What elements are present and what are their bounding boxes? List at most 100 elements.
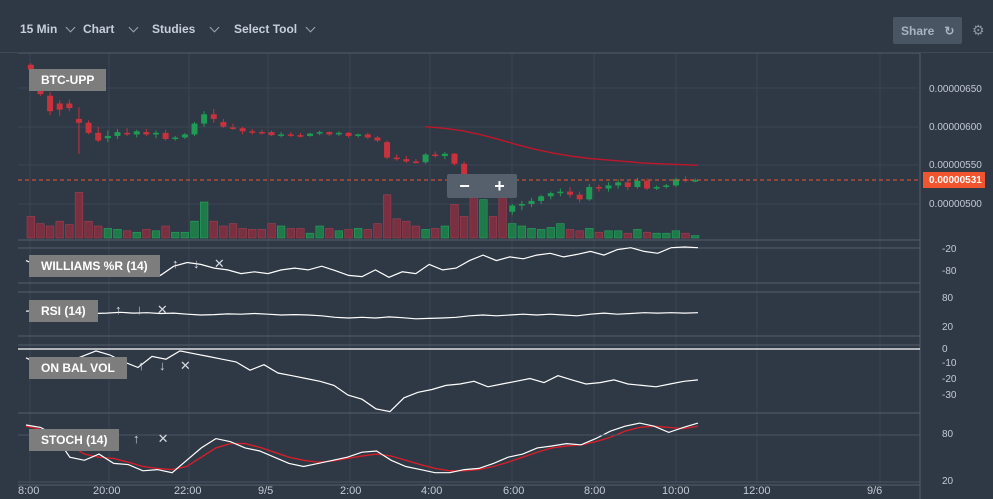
candle — [615, 182, 622, 186]
volume-bar — [614, 230, 623, 239]
zoom-out-icon[interactable]: − — [459, 175, 470, 196]
candle — [567, 191, 574, 195]
candle — [27, 64, 34, 70]
move-up-icon[interactable]: ↑ — [172, 256, 179, 271]
candle — [432, 154, 439, 157]
stoch-tick: 80 — [942, 429, 954, 440]
candle — [191, 123, 198, 135]
candle — [624, 182, 631, 187]
studies-menu[interactable]: Studies — [152, 22, 220, 36]
volume-bar — [161, 225, 170, 239]
candle — [316, 132, 323, 134]
move-up-icon[interactable]: ↑ — [115, 302, 122, 317]
time-tick: 20:00 — [93, 485, 121, 497]
close-icon[interactable]: ✕ — [157, 431, 169, 446]
volume-bar — [469, 192, 478, 239]
obv-line — [25, 350, 699, 413]
stoch-pane-label[interactable]: STOCH (14) — [29, 429, 120, 451]
candle — [124, 132, 131, 135]
time-tick: 12:00 — [743, 485, 771, 497]
candle — [287, 134, 294, 136]
chevron-down-icon — [305, 22, 316, 32]
rsi-pane-label[interactable]: RSI (14) — [29, 300, 98, 322]
candle — [75, 118, 82, 123]
candle — [441, 153, 448, 157]
move-down-icon[interactable]: ↓ — [135, 302, 143, 317]
time-tick: 4:00 — [421, 485, 443, 497]
candle — [605, 185, 612, 189]
volume-bar — [527, 228, 536, 239]
candle — [133, 131, 140, 135]
chart-menu-label: Chart — [83, 22, 115, 36]
volume-bar — [681, 232, 690, 239]
rsi-controls: ↑ ↓ ✕ — [115, 302, 168, 318]
volume-bar — [498, 196, 507, 239]
close-icon[interactable]: ✕ — [179, 358, 191, 373]
volume-bar — [219, 225, 228, 239]
move-up-icon[interactable]: ↑ — [138, 358, 145, 373]
close-icon[interactable]: ✕ — [156, 302, 168, 317]
obv-tick: 0 — [942, 344, 948, 355]
move-up-icon[interactable]: ↑ — [133, 431, 140, 446]
move-down-icon[interactable]: ↓ — [158, 358, 166, 373]
volume-bar — [604, 230, 613, 239]
candle — [181, 134, 188, 138]
time-tick: 10:00 — [662, 485, 690, 497]
candle — [528, 200, 535, 204]
candle — [201, 114, 208, 124]
candle — [538, 196, 545, 201]
volume-bar — [623, 232, 632, 239]
candle — [307, 133, 314, 136]
volume-bar — [546, 227, 555, 239]
volume-bar — [671, 230, 681, 239]
chevron-down-icon — [209, 22, 220, 32]
candle — [220, 122, 227, 127]
volume-bar — [517, 225, 526, 239]
volume-bar — [248, 229, 257, 239]
candle — [576, 194, 583, 200]
candle — [653, 186, 660, 189]
volume-bar — [315, 225, 324, 239]
share-label: Share — [901, 23, 935, 38]
volume-bar — [325, 228, 334, 239]
share-button[interactable]: Share ↻ — [893, 17, 962, 44]
obv-pane-label[interactable]: ON BAL VOL — [29, 357, 127, 379]
candle — [586, 186, 593, 200]
close-icon[interactable]: ✕ — [213, 256, 225, 271]
candle — [114, 132, 121, 136]
stoch-controls: ↑ ✕ — [133, 431, 168, 447]
williams-pane-label[interactable]: WILLIAMS %R (14) — [29, 255, 160, 277]
chevron-down-icon — [128, 22, 139, 32]
williams-tick: -20 — [942, 244, 957, 255]
gear-icon[interactable]: ⚙ — [972, 22, 985, 38]
volume-bar — [565, 229, 575, 239]
volume-bar — [257, 229, 267, 239]
volume-bar — [479, 199, 488, 239]
time-tick: 8:00 — [584, 485, 606, 497]
volume-bar — [151, 230, 161, 239]
candle — [663, 185, 670, 187]
share-icon: ↻ — [944, 23, 955, 38]
candle — [104, 135, 111, 139]
volume-bar — [508, 223, 517, 239]
move-down-icon[interactable]: ↓ — [192, 256, 200, 271]
candle — [355, 134, 362, 136]
last-price-tag: 0.00000531 — [923, 172, 985, 188]
volume-bar — [354, 228, 363, 239]
candle — [634, 180, 641, 187]
time-tick: 2:00 — [340, 485, 362, 497]
chart-menu[interactable]: Chart — [83, 22, 139, 36]
candle — [412, 161, 419, 163]
time-tick: 22:00 — [174, 485, 202, 497]
interval-select[interactable]: 15 Min — [20, 22, 76, 36]
chevron-down-icon — [65, 22, 76, 32]
volume-bar — [180, 231, 189, 239]
price-pane-label[interactable]: BTC-UPP — [29, 69, 107, 91]
rsi-line — [25, 309, 699, 320]
zoom-in-icon[interactable]: + — [494, 175, 505, 196]
candle — [557, 191, 564, 194]
volume-bar — [633, 229, 642, 239]
select-tool-menu[interactable]: Select Tool — [234, 22, 316, 36]
obv-tick: -30 — [942, 390, 957, 401]
